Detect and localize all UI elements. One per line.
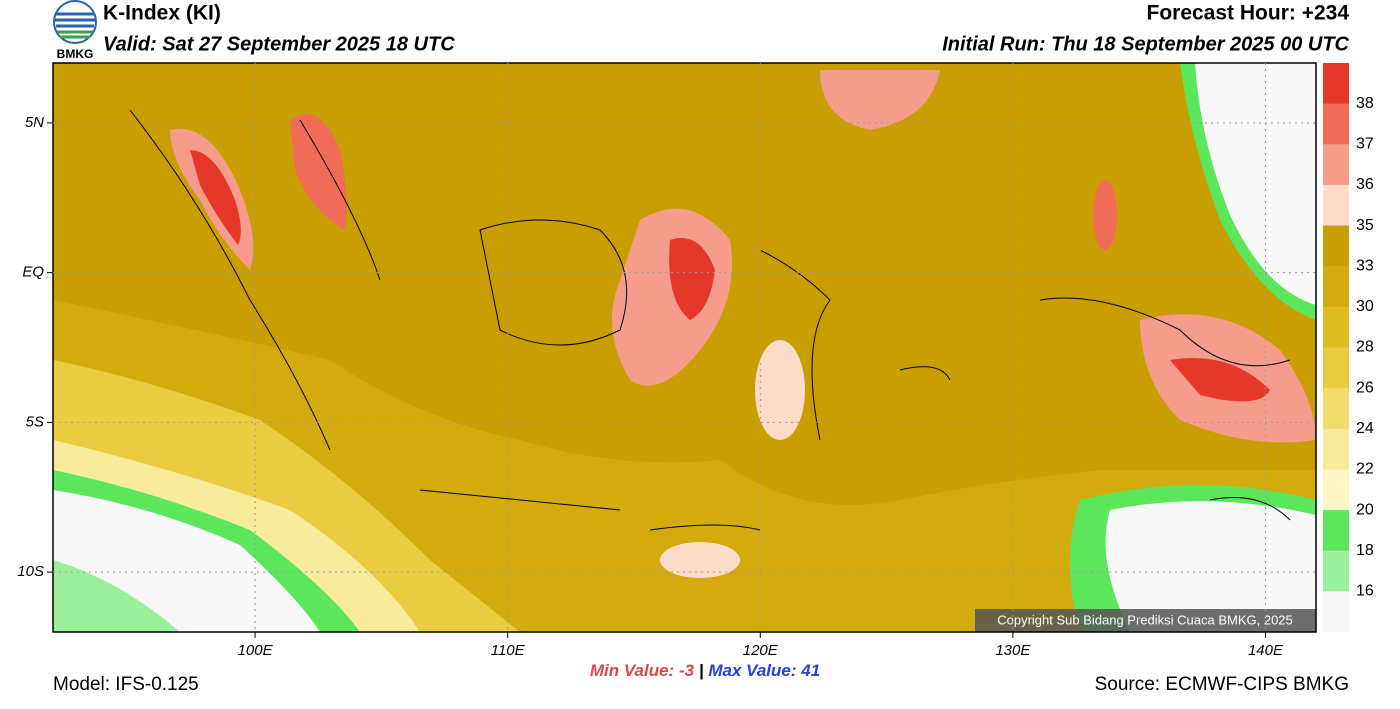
colorbar-band [1323, 225, 1349, 267]
colorbar-band [1323, 388, 1349, 430]
stats: Min Value: -3 | Max Value: 41 [590, 661, 820, 680]
colorbar-band [1323, 63, 1349, 105]
min-value: -3 [679, 661, 695, 680]
x-tick-label: 130E [995, 642, 1031, 659]
valid-time: Valid: Sat 27 September 2025 18 UTC [103, 33, 455, 55]
initial-run: Initial Run: Thu 18 September 2025 00 UT… [942, 33, 1349, 55]
colorbar-label: 24 [1356, 420, 1374, 437]
colorbar-label: 26 [1356, 379, 1374, 396]
ticks: 100E 110E 120E 130E 140E 5N EQ 5S 10S [17, 63, 1316, 659]
colorbar-band [1323, 550, 1349, 592]
source: Source: ECMWF-CIPS BMKG [1095, 674, 1349, 695]
min-label: Min Value: [590, 661, 674, 680]
copyright: Copyright Sub Bidang Prediksi Cuaca BMKG… [997, 612, 1293, 627]
y-tick-label: 5S [26, 413, 44, 430]
colorbar-band [1323, 306, 1349, 348]
copyright-box [975, 609, 1316, 632]
colorbar-label: 18 [1356, 542, 1374, 559]
forecast-hour: Forecast Hour: +234 [1147, 2, 1350, 25]
colorbar-band [1323, 144, 1349, 186]
map-frame [52, 62, 1317, 633]
colorbar-label: 33 [1356, 257, 1374, 274]
colorbar-band [1323, 347, 1349, 389]
logo: BMKG [53, 0, 97, 61]
colorbar-band [1323, 510, 1349, 552]
x-tick-label: 100E [238, 642, 274, 659]
colorbar-label: 35 [1356, 217, 1374, 234]
colorbar-band [1323, 103, 1349, 145]
separator: | [699, 661, 704, 680]
colorbar-label: 22 [1356, 461, 1374, 478]
colorbar: 38 37 36 35 33 30 28 26 24 22 20 18 16 [1323, 63, 1374, 633]
model: Model: IFS-0.125 [53, 674, 199, 695]
y-tick-label: 10S [17, 563, 44, 580]
colorbar-label: 30 [1356, 298, 1374, 315]
logo-text: BMKG [57, 47, 94, 61]
colorbar-band [1323, 469, 1349, 511]
max-label: Max Value: [708, 661, 796, 680]
colorbar-label: 20 [1356, 501, 1374, 518]
colorbar-band [1323, 184, 1349, 227]
x-tick-label: 140E [1248, 642, 1284, 659]
colorbar-label: 38 [1356, 95, 1374, 112]
colorbar-label: 36 [1356, 176, 1374, 193]
colorbar-label: 28 [1356, 339, 1374, 356]
x-tick-label: 120E [743, 642, 779, 659]
colorbar-band [1323, 428, 1349, 470]
colorbar-label: 16 [1356, 583, 1374, 600]
colorbar-label: 37 [1356, 136, 1374, 153]
x-tick-label: 110E [491, 642, 526, 659]
colorbar-band [1323, 591, 1349, 633]
title: K-Index (KI) [103, 2, 221, 25]
y-tick-label: 5N [25, 114, 44, 131]
max-value: 41 [800, 661, 820, 680]
colorbar-band [1323, 266, 1349, 308]
y-tick-label: EQ [22, 264, 44, 281]
map-field [53, 63, 1316, 632]
